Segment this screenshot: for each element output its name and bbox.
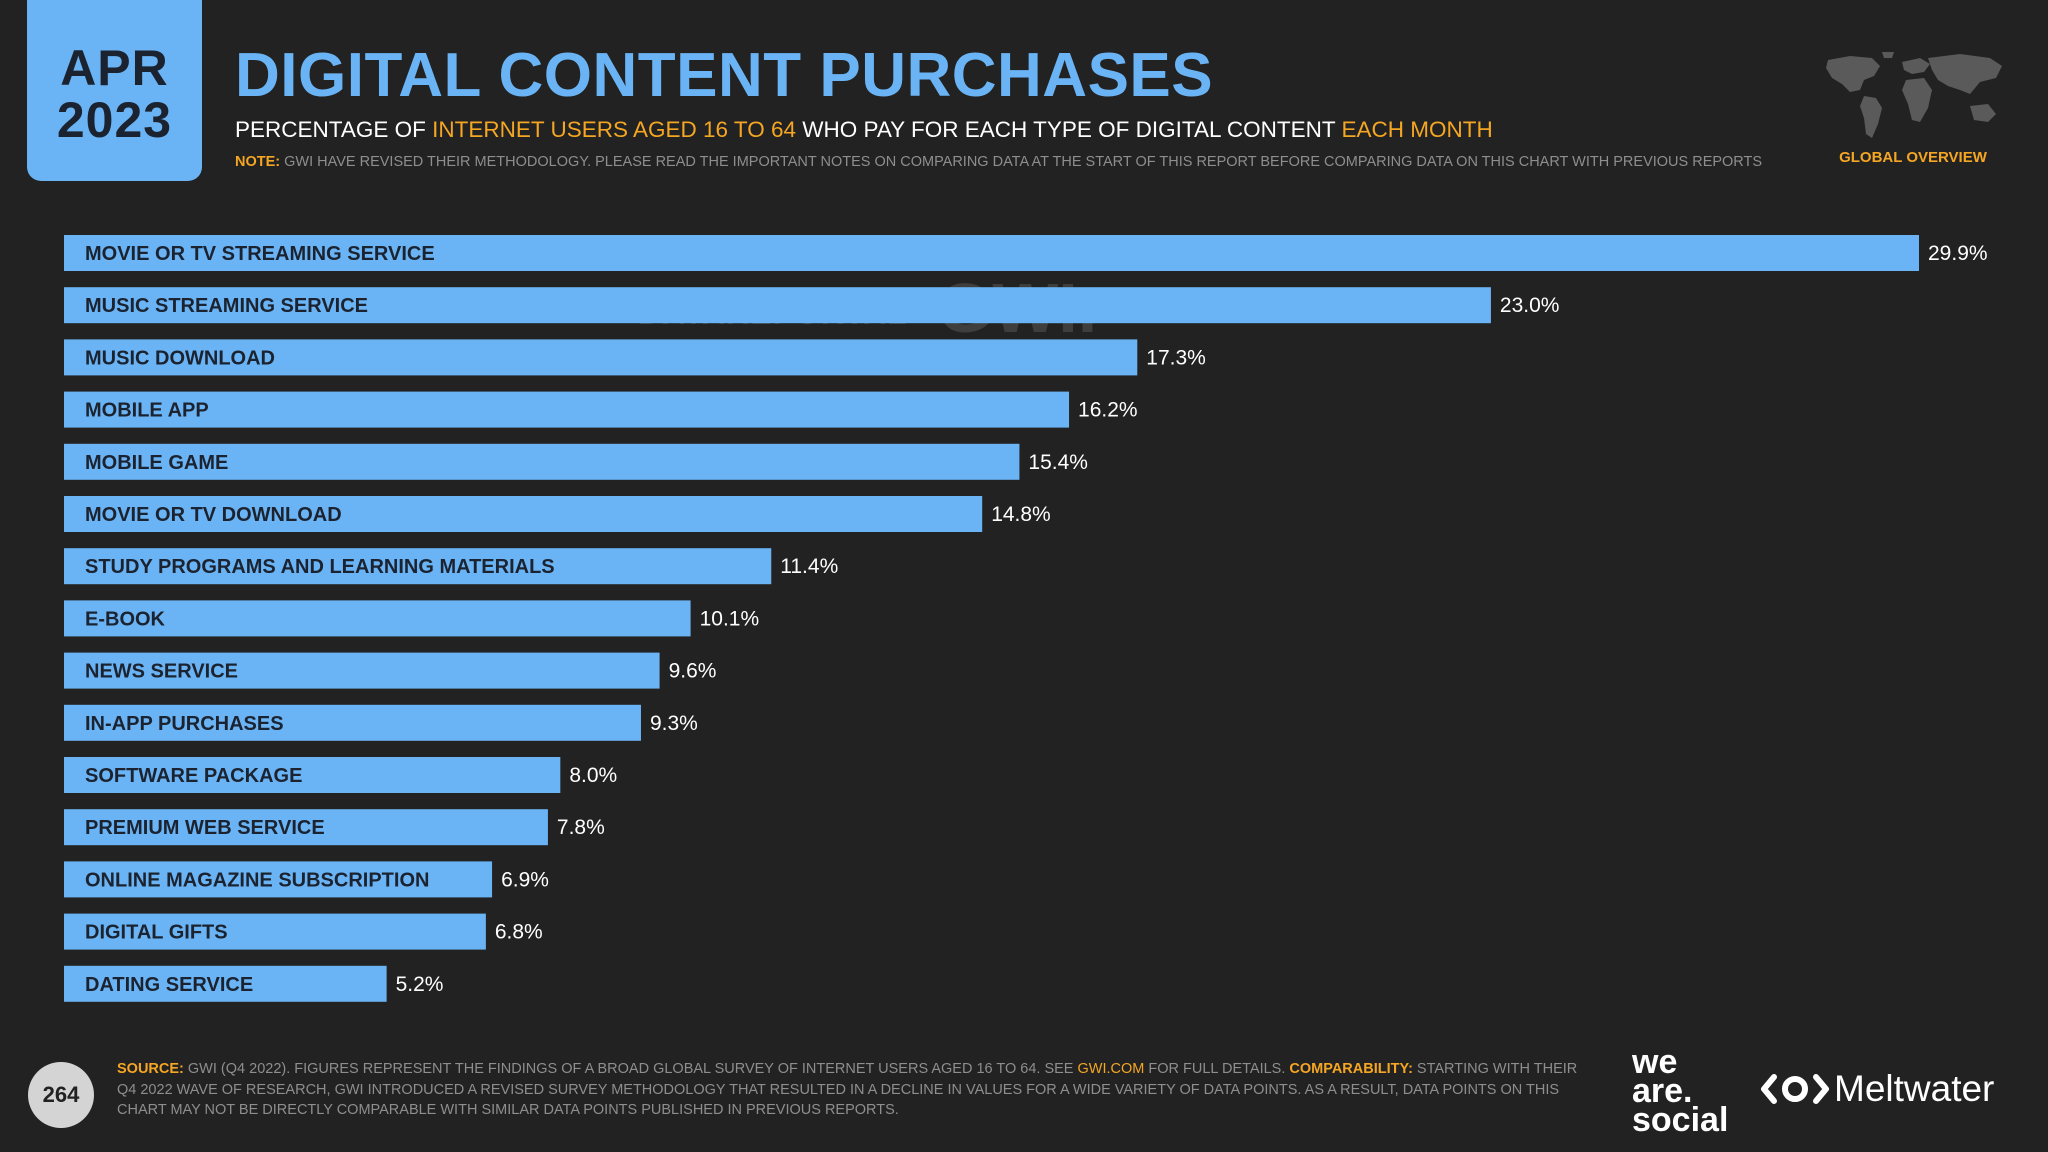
subtitle-highlight-frequency: EACH MONTH — [1341, 117, 1493, 142]
subtitle-part-2: WHO PAY FOR EACH TYPE OF DIGITAL CONTENT — [796, 117, 1342, 142]
bar-label-premium-web-service: PREMIUM WEB SERVICE — [85, 817, 325, 839]
bar-label-music-streaming-service: MUSIC STREAMING SERVICE — [85, 295, 368, 317]
bar-movie-or-tv-download — [64, 496, 983, 532]
bar-label-study-programs-and-learning-materials: STUDY PROGRAMS AND LEARNING MATERIALS — [85, 556, 555, 578]
subtitle-highlight-audience: INTERNET USERS AGED 16 TO 64 — [432, 117, 796, 142]
bar-digital-gifts — [64, 913, 486, 950]
bar-value-mobile-game: 15.4% — [1028, 451, 1088, 474]
bar-value-premium-web-service: 7.8% — [557, 816, 605, 839]
bar-label-e-book: E-BOOK — [85, 608, 166, 630]
meltwater-logo: Meltwater — [1760, 1068, 1994, 1110]
meltwater-wordmark: Meltwater — [1834, 1068, 1995, 1109]
date-badge: APR 2023 — [27, 0, 202, 181]
bar-value-news-service: 9.6% — [669, 660, 717, 683]
bar-value-music-download: 17.3% — [1146, 346, 1206, 369]
bar-news-service — [64, 652, 660, 689]
logo-we: we — [1632, 1043, 1678, 1081]
bar-music-download — [64, 339, 1138, 376]
bar-premium-web-service — [64, 809, 548, 846]
note-label: NOTE: — [235, 154, 281, 170]
logo-are: are. — [1632, 1072, 1693, 1110]
bar-value-online-magazine-subscription: 6.9% — [501, 868, 549, 891]
bar-music-streaming-service — [64, 287, 1491, 324]
page-subtitle: PERCENTAGE OF INTERNET USERS AGED 16 TO … — [235, 117, 1493, 143]
bar-study-programs-and-learning-materials — [64, 548, 772, 585]
bar-value-movie-or-tv-download: 14.8% — [991, 503, 1051, 526]
subtitle-part-1: PERCENTAGE OF — [235, 117, 433, 142]
bar-value-e-book: 10.1% — [700, 607, 760, 630]
source-link[interactable]: GWI.COM — [1077, 1061, 1145, 1077]
note-text: GWI HAVE REVISED THEIR METHODOLOGY. PLEA… — [280, 154, 1763, 170]
bar-label-online-magazine-subscription: ONLINE MAGAZINE SUBSCRIPTION — [85, 869, 429, 891]
bar-movie-or-tv-streaming-service — [64, 235, 1919, 271]
methodology-note: NOTE: GWI HAVE REVISED THEIR METHODOLOGY… — [235, 154, 1762, 170]
page-number: 264 — [28, 1062, 94, 1128]
footer-source: SOURCE: GWI (Q4 2022). FIGURES REPRESENT… — [117, 1059, 1587, 1121]
bar-label-digital-gifts: DIGITAL GIFTS — [85, 922, 228, 944]
source-label: SOURCE: — [117, 1061, 184, 1077]
bar-value-digital-gifts: 6.8% — [495, 921, 543, 944]
bar-label-mobile-app: MOBILE APP — [85, 400, 209, 422]
bar-label-movie-or-tv-streaming-service: MOVIE OR TV STREAMING SERVICE — [85, 243, 435, 265]
bar-in-app-purchases — [64, 704, 641, 741]
bar-value-study-programs-and-learning-materials: 11.4% — [780, 555, 838, 578]
bar-online-magazine-subscription — [64, 861, 493, 898]
bar-value-music-streaming-service: 23.0% — [1500, 294, 1560, 317]
bar-dating-service — [64, 965, 387, 1002]
bar-value-software-package: 8.0% — [569, 764, 617, 787]
bar-mobile-game — [64, 443, 1020, 480]
bar-label-in-app-purchases: IN-APP PURCHASES — [85, 713, 284, 735]
bar-e-book — [64, 600, 691, 637]
world-map-icon — [1826, 52, 2002, 138]
source-text: GWI (Q4 2022). FIGURES REPRESENT THE FIN… — [183, 1061, 1078, 1077]
date-month: APR — [60, 39, 169, 96]
meltwater-logo-icon — [1761, 1074, 1829, 1104]
bar-label-news-service: NEWS SERVICE — [85, 661, 238, 683]
bar-label-dating-service: DATING SERVICE — [85, 974, 253, 996]
logo-social: social — [1632, 1101, 1729, 1139]
bar-value-movie-or-tv-streaming-service: 29.9% — [1928, 242, 1988, 265]
bar-value-dating-service: 5.2% — [396, 973, 444, 996]
page-title: DIGITAL CONTENT PURCHASES — [235, 41, 1214, 110]
bar-label-mobile-game: MOBILE GAME — [85, 452, 228, 474]
comparability-label: COMPARABILITY: — [1289, 1061, 1413, 1077]
we-are-social-logo: we are. social — [1632, 1043, 1729, 1139]
region-label: GLOBAL OVERVIEW — [1839, 149, 1987, 166]
bar-label-music-download: MUSIC DOWNLOAD — [85, 347, 275, 369]
bar-software-package — [64, 757, 561, 793]
bar-label-software-package: SOFTWARE PACKAGE — [85, 765, 302, 787]
comparability-text: STARTING WITH THEIR Q4 2022 WAVE OF RESE… — [117, 1061, 1578, 1118]
bar-label-movie-or-tv-download: MOVIE OR TV DOWNLOAD — [85, 504, 342, 526]
bar-value-mobile-app: 16.2% — [1078, 399, 1138, 422]
bar-mobile-app — [64, 391, 1070, 428]
source-text-2: FOR FULL DETAILS. — [1144, 1061, 1290, 1077]
bar-value-in-app-purchases: 9.3% — [650, 712, 698, 735]
date-year: 2023 — [56, 91, 173, 148]
